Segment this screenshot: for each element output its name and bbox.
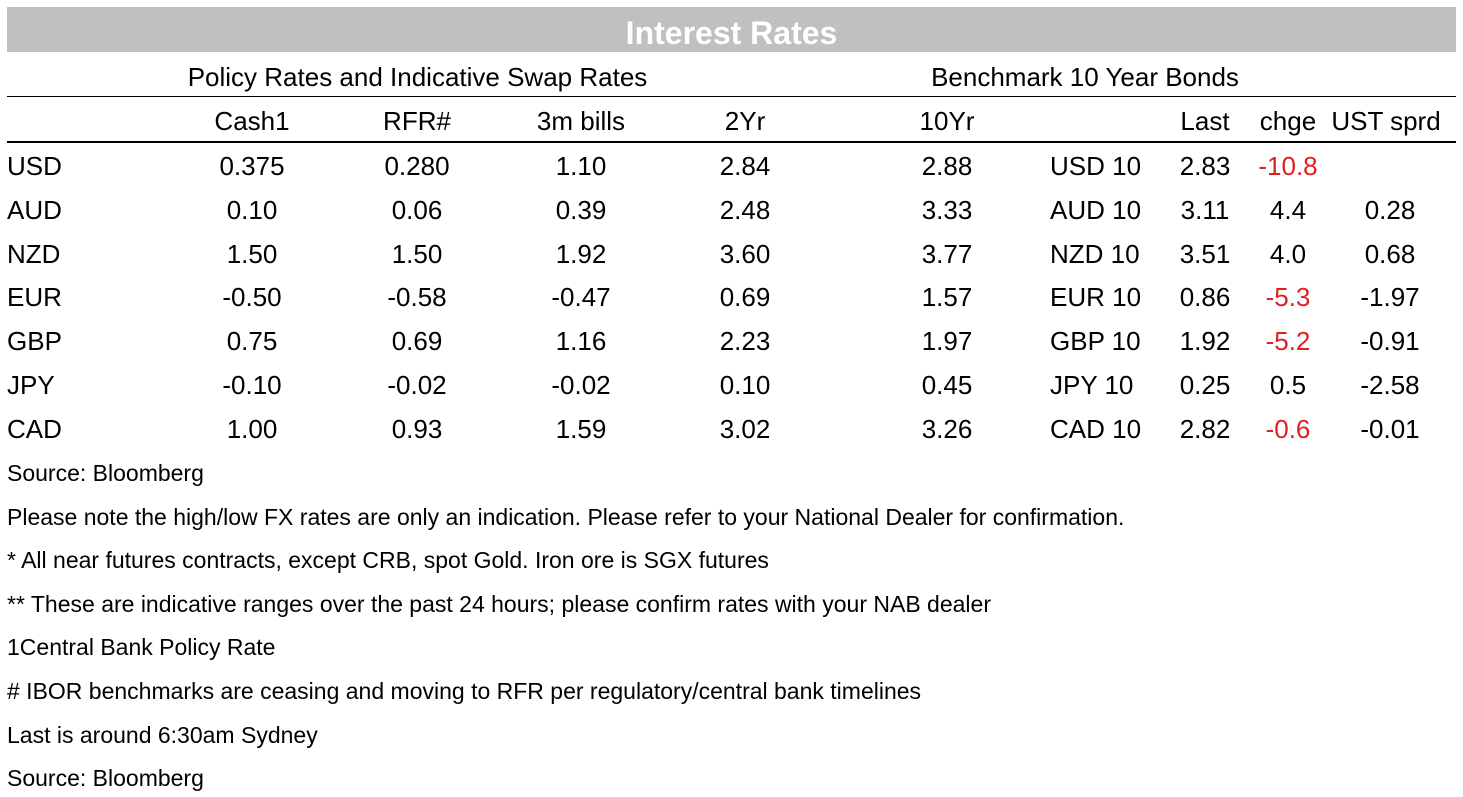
col-header-bills: 3m bills: [536, 106, 626, 136]
cell-cash: -0.50: [222, 282, 282, 313]
cell-rfr: 0.93: [391, 413, 443, 444]
cell-chge: -10.8: [1258, 151, 1318, 181]
cell-bills: 0.39: [555, 194, 607, 225]
cell-ccy: CAD: [7, 413, 62, 444]
cell-ust: -0.91: [1360, 326, 1420, 357]
cell-ccy: NZD: [7, 238, 61, 269]
table-title: Interest Rates: [7, 7, 1456, 52]
cell-y10: 1.57: [921, 282, 973, 313]
cell-ccy: USD: [7, 151, 62, 181]
col-header-ust-sprd: UST sprd: [1331, 106, 1441, 136]
cell-last: 2.82: [1179, 413, 1231, 444]
cell-ust: 0.28: [1364, 194, 1416, 225]
cell-ccy: GBP: [7, 326, 62, 357]
cell-y10: 3.26: [921, 413, 973, 444]
cell-y10: 3.77: [921, 238, 973, 269]
cell-y2: 3.60: [719, 238, 771, 269]
cell-rfr: -0.02: [387, 370, 447, 400]
cell-last: 0.86: [1179, 282, 1231, 313]
cell-ccy: JPY: [7, 370, 55, 400]
note-last-time: Last is around 6:30am Sydney: [7, 722, 318, 748]
col-header-rfr: RFR#: [383, 106, 451, 136]
cell-y2: 3.02: [719, 413, 771, 444]
note-futures: * All near futures contracts, except CRB…: [7, 547, 769, 573]
cell-y2: 0.69: [719, 282, 771, 313]
cell-last: 1.92: [1179, 326, 1231, 357]
cell-bills: 1.10: [555, 151, 607, 181]
cell-y10: 0.45: [921, 370, 973, 400]
cell-bills: 1.16: [555, 326, 607, 357]
cell-cash: 0.375: [219, 151, 285, 181]
cell-y10: 2.88: [921, 151, 973, 181]
note-policy-rate: 1Central Bank Policy Rate: [7, 634, 276, 660]
cell-bills: -0.02: [551, 370, 611, 400]
cell-ccy: AUD: [7, 194, 62, 225]
cell-bond: EUR 10: [1050, 282, 1142, 313]
note-fx-indication: Please note the high/low FX rates are on…: [7, 504, 1125, 530]
cell-cash: 1.00: [226, 413, 278, 444]
note-ibor: # IBOR benchmarks are ceasing and moving…: [7, 678, 922, 704]
cell-bond: JPY 10: [1050, 370, 1134, 400]
cell-chge: 0.5: [1269, 370, 1307, 400]
cell-last: 3.51: [1179, 238, 1231, 269]
cell-y2: 2.84: [719, 151, 771, 181]
cell-bond: NZD 10: [1050, 238, 1140, 269]
header-rule: [7, 96, 1456, 97]
cell-rfr: 1.50: [391, 238, 443, 269]
cell-rfr: 0.280: [384, 151, 450, 181]
cell-bond: USD 10: [1050, 151, 1142, 181]
cell-chge: 4.4: [1269, 194, 1307, 225]
cell-rfr: -0.58: [387, 282, 447, 313]
note-indicative-ranges: ** These are indicative ranges over the …: [7, 591, 991, 617]
cell-ust: -1.97: [1360, 282, 1420, 313]
cell-cash: 1.50: [226, 238, 278, 269]
cell-chge: -5.3: [1265, 282, 1311, 313]
cell-chge: 4.0: [1269, 238, 1307, 269]
col-header-10yr: 10Yr: [919, 106, 975, 136]
cell-cash: -0.10: [222, 370, 282, 400]
cell-bills: 1.59: [555, 413, 607, 444]
cell-y2: 2.23: [719, 326, 771, 357]
cell-bond: CAD 10: [1050, 413, 1142, 444]
col-header-cash: Cash1: [214, 106, 290, 136]
cell-ust: 0.68: [1364, 238, 1416, 269]
cell-last: 2.83: [1179, 151, 1231, 181]
col-header-last: Last: [1180, 106, 1230, 136]
note-source-2: Source: Bloomberg: [7, 765, 204, 791]
column-header-rule: [7, 141, 1456, 143]
cell-y2: 0.10: [719, 370, 771, 400]
cell-ccy: EUR: [7, 282, 62, 313]
cell-cash: 0.75: [226, 326, 278, 357]
cell-bills: -0.47: [551, 282, 611, 313]
col-header-2yr: 2Yr: [724, 106, 766, 136]
cell-ust: -0.01: [1360, 413, 1420, 444]
bonds-header: Benchmark 10 Year Bonds: [931, 62, 1239, 92]
col-header-chge: chge: [1259, 106, 1317, 136]
cell-last: 3.11: [1180, 194, 1230, 225]
policy-rates-header: Policy Rates and Indicative Swap Rates: [187, 62, 648, 92]
cell-chge: -0.6: [1265, 413, 1311, 444]
cell-y2: 2.48: [719, 194, 771, 225]
cell-rfr: 0.69: [391, 326, 443, 357]
note-source: Source: Bloomberg: [7, 460, 204, 486]
cell-bond: AUD 10: [1050, 194, 1142, 225]
cell-rfr: 0.06: [391, 194, 443, 225]
cell-last: 0.25: [1179, 370, 1231, 400]
cell-chge: -5.2: [1265, 326, 1311, 357]
cell-cash: 0.10: [226, 194, 278, 225]
cell-ust: -2.58: [1360, 370, 1420, 400]
cell-y10: 1.97: [921, 326, 973, 357]
cell-bond: GBP 10: [1050, 326, 1141, 357]
cell-bills: 1.92: [555, 238, 607, 269]
cell-y10: 3.33: [921, 194, 973, 225]
